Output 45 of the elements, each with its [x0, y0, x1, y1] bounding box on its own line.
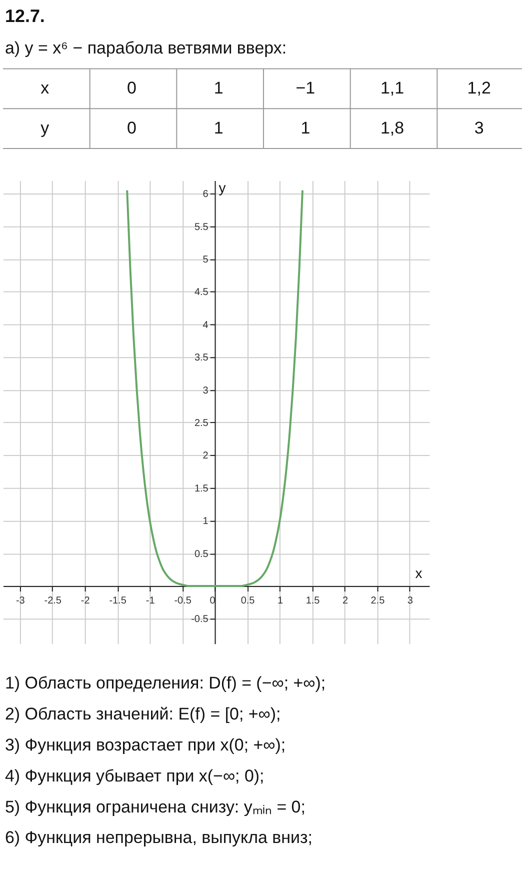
- x-tick-label: 1.5: [306, 596, 320, 607]
- y-tick-label: 0.5: [194, 548, 209, 560]
- y-axis-title: y: [218, 179, 226, 196]
- text: 6) Функция непрерывна, выпукла вниз;: [4, 828, 312, 848]
- y-tick-label: 2.5: [194, 418, 209, 430]
- y-tick-label: 6: [202, 189, 209, 200]
- x-tick-label: 0.5: [240, 596, 256, 607]
- x-tick-label: 2: [342, 596, 348, 607]
- y-tick-label: 1: [202, 516, 209, 528]
- text: 0: [127, 78, 136, 98]
- text: y: [40, 118, 50, 138]
- text: 0: [127, 118, 136, 138]
- text: 3: [474, 118, 484, 138]
- x-tick-label: -2: [80, 596, 90, 607]
- y-tick-label: 3: [202, 385, 209, 396]
- x-tick-label: -2.5: [44, 596, 62, 607]
- text: 3) Функция возрастает при x(0; +∞);: [4, 735, 286, 754]
- text: 1) Область определения: D(f) = (−∞; +∞);: [4, 674, 326, 693]
- x-tick-label: 1: [277, 596, 284, 607]
- text: 5) Функция ограничена снизу: yₘᵢₙ = 0;: [4, 797, 306, 816]
- x-tick-label: -0.5: [174, 596, 192, 607]
- y-tick-label: 4: [202, 320, 209, 331]
- x-tick-label: 2.5: [370, 596, 386, 607]
- x-tick-label: -1: [146, 596, 156, 607]
- text: 1,1: [380, 78, 404, 98]
- y-tick-label: 4.5: [194, 287, 209, 298]
- text: а) y = x⁶ − парабола ветвями вверх:: [4, 38, 287, 58]
- text: 4) Функция убывает при x(−∞; 0);: [4, 766, 264, 786]
- y-tick-label: -0.5: [191, 614, 209, 626]
- x-tick-label: -3: [16, 596, 26, 607]
- y-tick-label: 2: [202, 450, 209, 462]
- x-axis-title: x: [415, 565, 422, 582]
- y-tick-label: 3.5: [194, 352, 209, 364]
- text: 2) Область значений: E(f) = [0; +∞);: [4, 704, 281, 724]
- y-tick-label: 1.5: [194, 483, 209, 494]
- x-tick-label: 3: [407, 596, 414, 607]
- x-tick-label: -1.5: [109, 596, 127, 607]
- text: −1: [296, 78, 316, 98]
- text: 1,8: [380, 118, 404, 138]
- y-tick-label: 5.5: [194, 222, 209, 233]
- y-tick-label: 5: [202, 254, 209, 266]
- text: 1: [300, 118, 310, 138]
- text: 12.7.: [4, 6, 45, 26]
- text: 1,2: [467, 78, 491, 98]
- text: x: [40, 78, 50, 98]
